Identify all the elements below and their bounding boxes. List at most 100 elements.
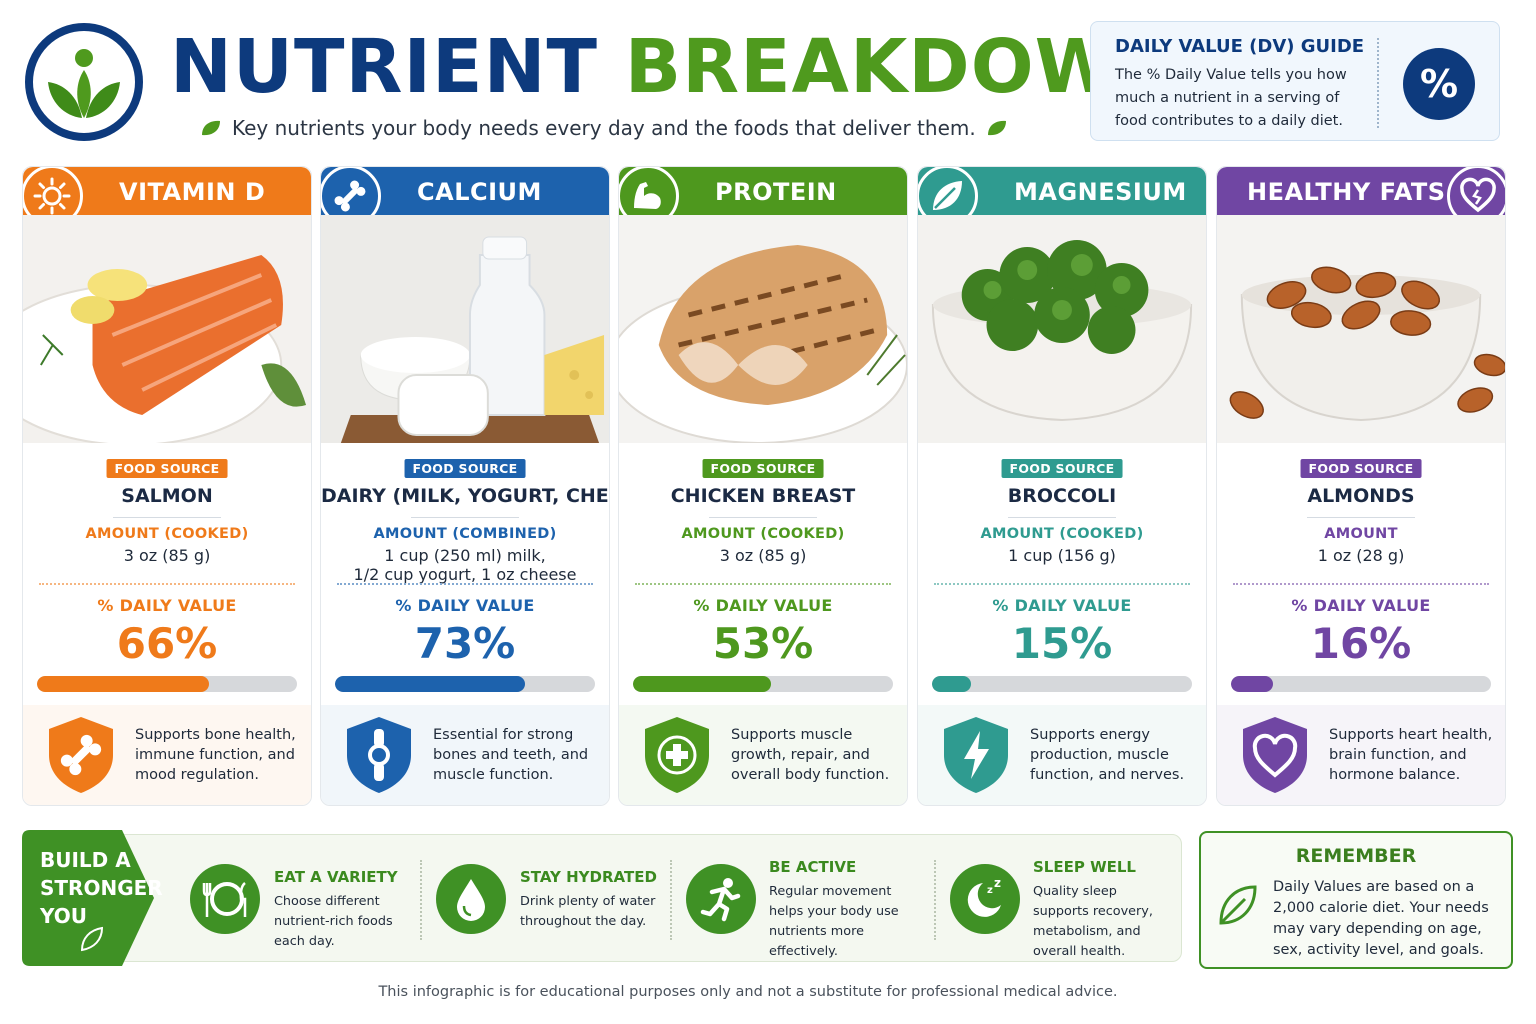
tip-title: STAY HYDRATED (520, 868, 657, 886)
subtitle-text: Key nutrients your body needs every day … (232, 116, 976, 140)
tip-text: Quality sleep supports recovery, metabol… (1033, 884, 1153, 959)
daily-value-percent: 73% (414, 619, 516, 668)
tip-eat-variety: EAT A VARIETY Choose different nutrient-… (190, 846, 420, 954)
amount-value: 3 oz (85 g) (123, 546, 211, 565)
divider (1233, 583, 1489, 585)
svg-text:z: z (987, 885, 993, 896)
divider (670, 860, 672, 940)
daily-value-label: % DAILY VALUE (1291, 596, 1431, 615)
nutrient-card-calcium: CALCIUM FOOD SOURCE DAIRY (MILK, YOGURT,… (320, 166, 610, 806)
percent-icon: % (1403, 48, 1475, 120)
food-source-badge: FOOD SOURCE (702, 459, 824, 478)
title-part-2: BREAKDOWN (624, 24, 1181, 110)
amount-value: 1 cup (156 g) (1008, 546, 1116, 565)
nutrient-name: VITAMIN D (119, 178, 266, 206)
daily-value-percent: 53% (712, 619, 814, 668)
divider (1307, 517, 1415, 518)
divider (39, 583, 295, 585)
remember-text: Daily Values are based on a 2,000 calori… (1273, 879, 1489, 958)
banner-tag-text: BUILD A STRONGER YOU (40, 848, 163, 928)
tip-be-active: BE ACTIVE Regular movement helps your bo… (686, 846, 922, 959)
food-photo (1217, 215, 1505, 443)
daily-value-bar-fill (335, 676, 525, 692)
food-photo (619, 215, 907, 443)
amount-value: 1 oz (28 g) (1317, 546, 1405, 565)
page-subtitle: Key nutrients your body needs every day … (200, 116, 1006, 140)
nutrient-card-healthy-fats: HEALTHY FATS FOOD SOURCE ALMONDS AMOUNT … (1216, 166, 1506, 806)
benefit-text: Supports muscle growth, repair, and over… (731, 727, 890, 783)
nutrient-card-protein: PROTEIN FOOD SOURCE CHICKEN BREAST AMOUN… (618, 166, 908, 806)
food-photo (23, 215, 311, 443)
daily-value-percent: 66% (116, 619, 218, 668)
leaf-icon (1219, 885, 1257, 925)
benefit-section: Supports energy production, muscle funct… (918, 705, 1206, 805)
benefit-section: Supports muscle growth, repair, and over… (619, 705, 907, 805)
divider (113, 517, 221, 518)
nutrient-name: CALCIUM (417, 178, 542, 206)
banner-tag (22, 830, 154, 966)
benefit-text: Supports bone health, immune function, a… (135, 727, 296, 783)
divider (1008, 517, 1116, 518)
amount-label: AMOUNT (COMBINED) (373, 526, 557, 542)
daily-value-percent: 15% (1011, 619, 1113, 668)
food-source-badge: FOOD SOURCE (106, 459, 228, 478)
health-cross-icon (645, 717, 709, 793)
tip-stay-hydrated: STAY HYDRATED Drink plenty of water thro… (436, 846, 666, 954)
food-photo (321, 215, 609, 443)
remember-box: REMEMBER Daily Values are based on a 2,0… (1199, 831, 1513, 969)
page-title: NUTRIENT BREAKDOWN (170, 22, 1180, 112)
benefit-section: Supports heart health, brain function, a… (1217, 705, 1505, 805)
divider (1377, 38, 1379, 128)
food-name: ALMONDS (1307, 485, 1415, 507)
amount-value: 3 oz (85 g) (719, 546, 807, 565)
divider (411, 517, 519, 518)
benefit-text: Supports energy production, muscle funct… (1030, 727, 1185, 783)
dv-guide-title: DAILY VALUE (DV) GUIDE (1115, 36, 1365, 57)
tip-title: BE ACTIVE (769, 858, 857, 876)
bone-icon (49, 717, 113, 793)
daily-value-bar-fill (932, 676, 971, 692)
svg-text:z: z (994, 876, 1001, 890)
tip-text: Regular movement helps your body use nut… (769, 884, 899, 959)
divider (709, 517, 817, 518)
footer-disclaimer: This infographic is for educational purp… (378, 984, 1118, 1000)
divider (420, 860, 422, 940)
food-name: DAIRY (MILK, YOGURT, CHEESE) (321, 485, 609, 507)
nutrient-name: MAGNESIUM (1014, 178, 1187, 206)
benefit-section: Essential for strong bones and teeth, an… (321, 705, 609, 805)
dv-guide-box: DAILY VALUE (DV) GUIDE The % Daily Value… (1090, 21, 1500, 141)
brand-logo (25, 23, 143, 141)
food-photo (918, 215, 1206, 443)
nutrient-card-magnesium: MAGNESIUM FOOD SOURCE BROCCOLI AMOUNT (C… (917, 166, 1207, 806)
remember-title: REMEMBER (1295, 845, 1417, 867)
tip-title: EAT A VARIETY (274, 868, 398, 886)
heart-icon (1243, 717, 1307, 793)
benefit-text: Supports heart health, brain function, a… (1329, 727, 1493, 783)
food-source-badge: FOOD SOURCE (1001, 459, 1123, 478)
daily-value-label: % DAILY VALUE (97, 596, 237, 615)
nutrient-card-vitamin-d: VITAMIN D FOOD SOURCE SALMON AMOUNT (COO… (22, 166, 312, 806)
daily-value-label: % DAILY VALUE (395, 596, 535, 615)
daily-value-bar (1231, 676, 1491, 692)
amount-label: AMOUNT (COOKED) (681, 526, 845, 542)
food-name: CHICKEN BREAST (670, 485, 856, 507)
divider (635, 583, 891, 585)
daily-value-bar-fill (37, 676, 209, 692)
nutrient-name: HEALTHY FATS (1247, 178, 1446, 206)
amount-label: AMOUNT (1324, 526, 1398, 542)
tip-title: SLEEP WELL (1033, 858, 1136, 876)
daily-value-label: % DAILY VALUE (992, 596, 1132, 615)
plate-icon (190, 864, 260, 934)
daily-value-percent: 16% (1310, 619, 1412, 668)
tip-text: Drink plenty of water throughout the day… (520, 894, 656, 929)
daily-value-bar (932, 676, 1192, 692)
amount-label: AMOUNT (COOKED) (85, 526, 249, 542)
leaf-icon (987, 120, 1006, 136)
food-source-badge: FOOD SOURCE (1300, 459, 1422, 478)
food-name: BROCCOLI (1007, 485, 1117, 507)
daily-value-label: % DAILY VALUE (693, 596, 833, 615)
divider (337, 583, 593, 585)
water-drop-icon (436, 864, 506, 934)
